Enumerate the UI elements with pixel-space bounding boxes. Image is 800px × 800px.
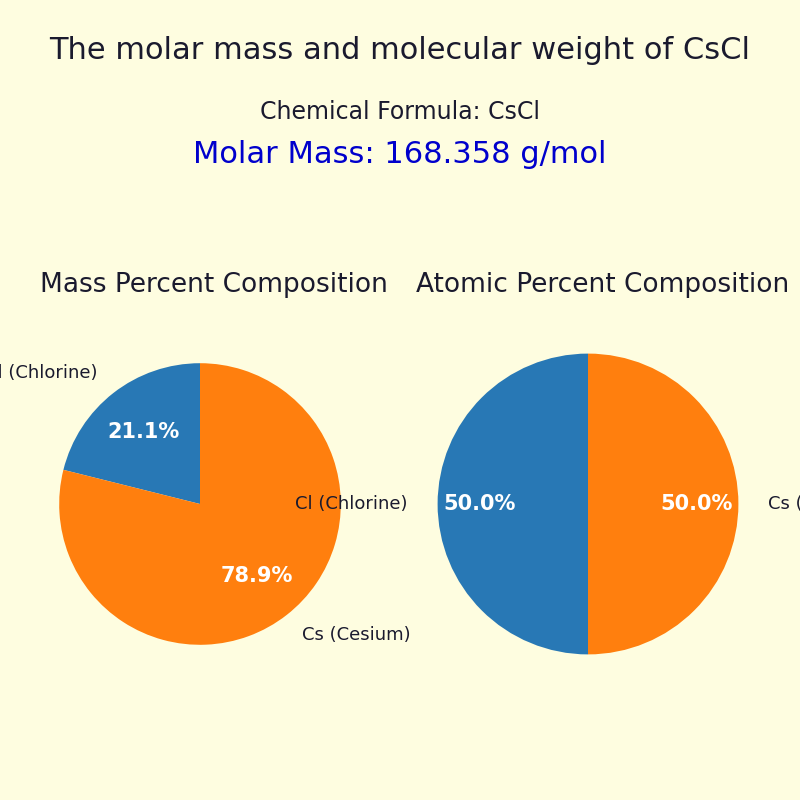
Text: Cs (Cesium): Cs (Cesium) bbox=[769, 495, 800, 513]
Text: The molar mass and molecular weight of CsCl: The molar mass and molecular weight of C… bbox=[50, 36, 750, 65]
Text: Cl (Chlorine): Cl (Chlorine) bbox=[0, 364, 98, 382]
Wedge shape bbox=[588, 354, 738, 654]
Text: 50.0%: 50.0% bbox=[660, 494, 733, 514]
Text: Chemical Formula: CsCl: Chemical Formula: CsCl bbox=[260, 100, 540, 124]
Wedge shape bbox=[63, 363, 200, 504]
Text: 21.1%: 21.1% bbox=[107, 422, 180, 442]
Text: Cs (Cesium): Cs (Cesium) bbox=[302, 626, 411, 644]
Text: Cl (Chlorine): Cl (Chlorine) bbox=[295, 495, 407, 513]
Text: 78.9%: 78.9% bbox=[220, 566, 293, 586]
Wedge shape bbox=[438, 354, 588, 654]
Wedge shape bbox=[59, 363, 341, 645]
Text: 50.0%: 50.0% bbox=[443, 494, 516, 514]
Text: Mass Percent Composition: Mass Percent Composition bbox=[40, 272, 388, 298]
Text: Molar Mass: 168.358 g/mol: Molar Mass: 168.358 g/mol bbox=[194, 140, 606, 169]
Text: Atomic Percent Composition: Atomic Percent Composition bbox=[416, 272, 790, 298]
